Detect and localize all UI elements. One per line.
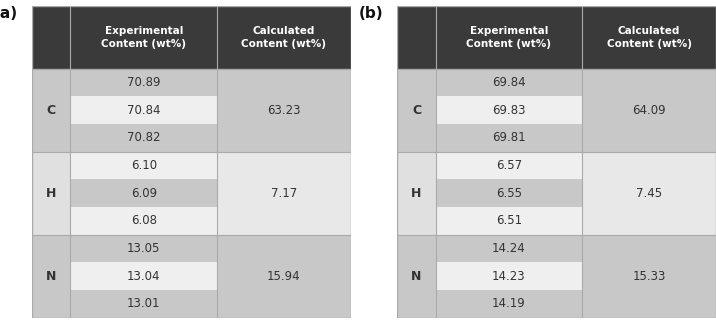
Text: 70.82: 70.82	[127, 131, 160, 144]
Text: Experimental
Content (wt%): Experimental Content (wt%)	[101, 26, 186, 49]
Bar	[397, 69, 435, 152]
Bar	[435, 152, 582, 179]
Text: 6.10: 6.10	[131, 159, 157, 172]
Bar	[435, 6, 582, 69]
Text: 64.09: 64.09	[632, 104, 666, 117]
Bar	[217, 69, 351, 152]
Bar	[582, 152, 716, 235]
Text: 6.09: 6.09	[131, 187, 157, 200]
Text: 6.08: 6.08	[131, 214, 157, 227]
Text: 6.57: 6.57	[496, 159, 522, 172]
Bar	[435, 290, 582, 318]
Bar	[397, 235, 435, 318]
Bar	[397, 6, 435, 69]
Bar	[435, 96, 582, 124]
Text: 70.89: 70.89	[127, 76, 160, 89]
Bar	[435, 179, 582, 207]
Text: (b): (b)	[359, 6, 384, 21]
Bar	[70, 96, 217, 124]
Text: Calculated
Content (wt%): Calculated Content (wt%)	[241, 26, 326, 49]
Bar	[70, 207, 217, 235]
Text: H: H	[46, 187, 57, 200]
Bar	[70, 290, 217, 318]
Text: 6.55: 6.55	[496, 187, 522, 200]
Bar	[582, 235, 716, 318]
Bar	[217, 152, 351, 235]
Text: 15.33: 15.33	[632, 270, 666, 283]
Text: 15.94: 15.94	[267, 270, 301, 283]
Bar	[217, 235, 351, 318]
Text: 14.23: 14.23	[492, 270, 526, 283]
Text: 69.84: 69.84	[492, 76, 526, 89]
Text: C: C	[47, 104, 56, 117]
Bar	[397, 152, 435, 235]
Text: C: C	[412, 104, 421, 117]
Bar	[435, 207, 582, 235]
Bar	[435, 262, 582, 290]
Text: 13.01: 13.01	[127, 297, 160, 310]
Text: 69.81: 69.81	[492, 131, 526, 144]
Text: 70.84: 70.84	[127, 104, 160, 117]
Text: 14.19: 14.19	[492, 297, 526, 310]
Bar	[70, 235, 217, 262]
Bar	[70, 124, 217, 152]
Bar	[70, 179, 217, 207]
Text: 13.04: 13.04	[127, 270, 160, 283]
Text: 13.05: 13.05	[127, 242, 160, 255]
Text: 6.51: 6.51	[496, 214, 522, 227]
Text: 7.17: 7.17	[271, 187, 297, 200]
Text: 63.23: 63.23	[267, 104, 301, 117]
Bar	[32, 152, 70, 235]
Bar	[582, 69, 716, 152]
Bar	[70, 262, 217, 290]
Bar	[435, 124, 582, 152]
Bar	[32, 235, 70, 318]
Bar	[582, 6, 716, 69]
Bar	[435, 235, 582, 262]
Text: 7.45: 7.45	[636, 187, 662, 200]
Bar	[32, 69, 70, 152]
Text: N: N	[46, 270, 57, 283]
Text: Calculated
Content (wt%): Calculated Content (wt%)	[606, 26, 692, 49]
Bar	[32, 6, 70, 69]
Text: 14.24: 14.24	[492, 242, 526, 255]
Text: N: N	[411, 270, 422, 283]
Text: 69.83: 69.83	[492, 104, 526, 117]
Bar	[70, 152, 217, 179]
Bar	[435, 69, 582, 96]
Text: (a): (a)	[0, 6, 18, 21]
Bar	[70, 6, 217, 69]
Bar	[217, 6, 351, 69]
Text: Experimental
Content (wt%): Experimental Content (wt%)	[466, 26, 551, 49]
Bar	[70, 69, 217, 96]
Text: H: H	[411, 187, 422, 200]
